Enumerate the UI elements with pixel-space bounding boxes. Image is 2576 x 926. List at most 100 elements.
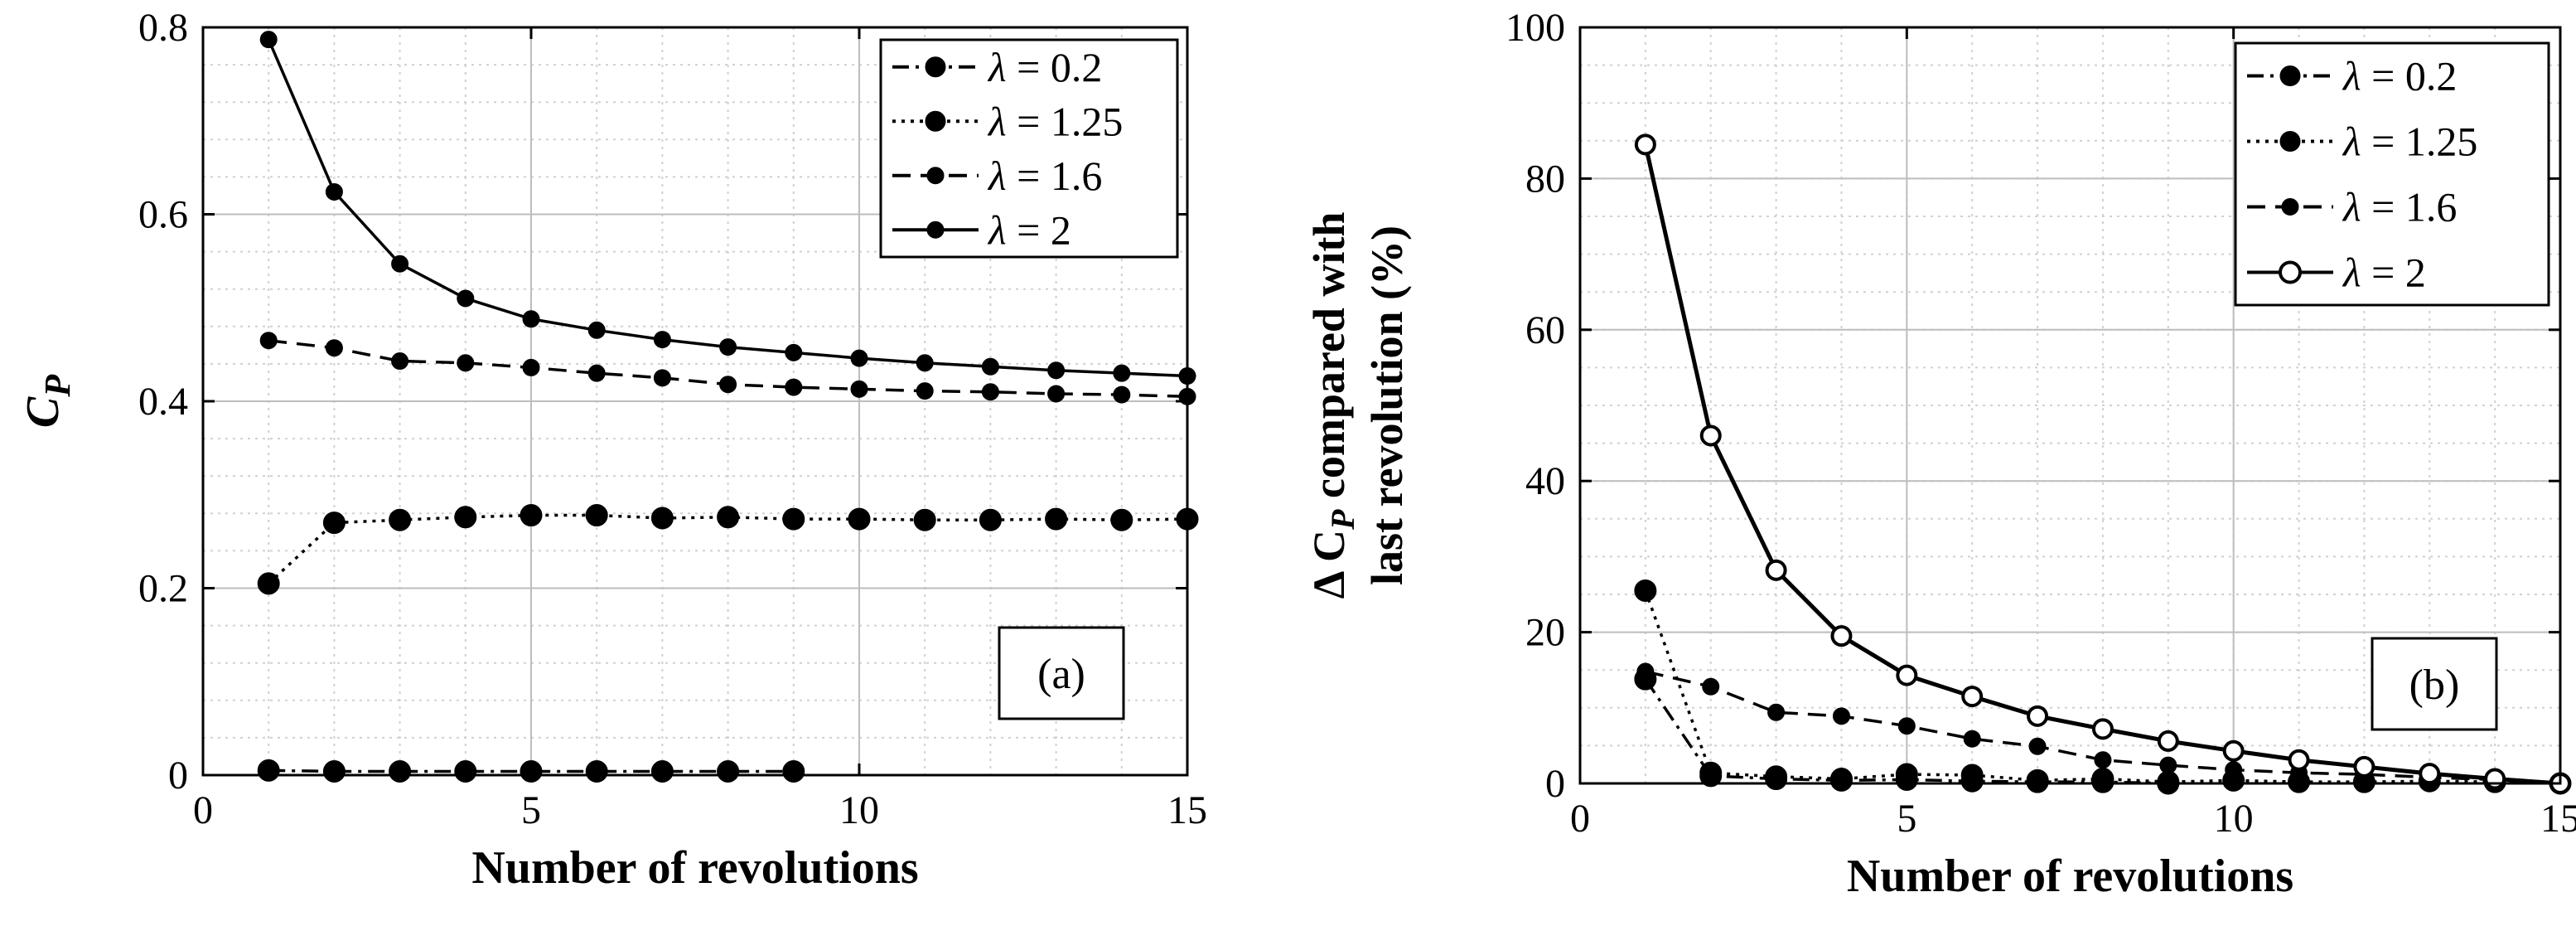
legend-label-2: λ = 1.6 (987, 153, 1102, 199)
legend-lambda: λ (987, 44, 1007, 90)
data-point-s3-12 (2419, 763, 2441, 785)
y-tick-label: 40 (1525, 459, 1565, 503)
legend-label-2: λ = 1.6 (2342, 184, 2457, 230)
y-tick-label: 0.2 (138, 567, 188, 611)
legend-lambda: λ (2342, 250, 2361, 296)
data-point-s1-2 (1765, 765, 1788, 788)
legend-lambda: λ (2342, 53, 2361, 99)
data-point-s2-3 (457, 354, 475, 372)
data-point-s2-11 (981, 383, 999, 401)
legend-value: = 1.6 (1007, 153, 1103, 199)
legend-value: = 2 (2361, 250, 2426, 296)
y-tick-label: 0.6 (138, 193, 188, 237)
data-point-s3-1 (325, 182, 343, 201)
legend-marker-0 (2279, 65, 2301, 86)
x-tick-label: 15 (2540, 797, 2576, 841)
x-axis-label: Number of revolutions (471, 842, 918, 894)
data-point-s2-1 (325, 339, 343, 357)
data-point-s0-6 (650, 759, 674, 783)
data-point-s3-3 (457, 289, 475, 308)
data-point-s3-13 (2484, 768, 2506, 790)
data-point-s3-10 (916, 354, 934, 372)
legend-value: = 1.25 (2361, 119, 2478, 165)
panel-tag-label: (b) (2409, 662, 2460, 709)
data-point-s1-7 (2091, 768, 2114, 791)
x-tick-label: 5 (1897, 797, 1916, 841)
data-point-s0-1 (322, 759, 346, 783)
data-point-s3-9 (850, 349, 868, 367)
x-axis-label: Number of revolutions (1847, 851, 2293, 902)
data-point-s1-12 (1045, 507, 1068, 531)
data-point-s2-6 (653, 369, 671, 387)
data-point-s0-2 (389, 759, 412, 783)
legend-marker-2 (2281, 198, 2299, 216)
data-point-s1-0 (1634, 579, 1657, 602)
data-point-s3-6 (653, 331, 671, 349)
legend-value: = 1.25 (1007, 98, 1124, 144)
legend-marker-3 (2279, 260, 2302, 284)
legend-value: = 0.2 (1007, 44, 1103, 90)
y-axis-label-suffix: compared with (1304, 212, 1354, 510)
y-axis-label-main: C (17, 396, 69, 428)
x-tick-label: 10 (2214, 797, 2254, 841)
data-point-s0-8 (782, 759, 805, 783)
data-point-s1-8 (782, 507, 805, 531)
data-point-s3-13 (1113, 364, 1131, 382)
data-point-s2-5 (587, 364, 606, 382)
data-point-s1-9 (848, 507, 871, 531)
data-point-s3-0 (259, 31, 278, 49)
panel-tag-box (998, 626, 1125, 720)
x-tick-label: 15 (1167, 788, 1207, 832)
legend-label-0: λ = 0.2 (987, 44, 1102, 90)
data-point-s3-8 (785, 343, 803, 361)
data-point-s0-0 (257, 759, 280, 782)
data-point-s1-8 (2157, 770, 2180, 793)
x-tick-label: 10 (839, 788, 879, 832)
x-tick-label: 0 (1570, 797, 1590, 841)
legend-label-1: λ = 1.25 (987, 98, 1123, 144)
data-point-s3-4 (1896, 664, 1918, 686)
data-point-s2-8 (785, 378, 803, 396)
legend-marker-1 (2279, 131, 2301, 152)
data-point-s2-3 (1832, 707, 1850, 725)
panel-tag-box (2371, 637, 2498, 731)
data-point-s1-11 (979, 508, 1002, 531)
legend-label-1: λ = 1.25 (2342, 119, 2477, 165)
panel-b-chart: 0 5 10 15 0 20 40 60 80 100 Number of revolutions Δ… (1304, 6, 2576, 902)
data-point-s1-0 (257, 572, 280, 595)
data-point-s3-11 (2353, 755, 2375, 778)
data-point-s2-4 (1897, 717, 1916, 735)
y-axis-label-line1: Δ CP compared with (1304, 212, 1361, 599)
data-point-s1-5 (585, 504, 608, 527)
data-point-s3-3 (1830, 625, 1853, 647)
legend-value: = 2 (1007, 206, 1071, 253)
data-point-s2-0 (259, 332, 278, 350)
data-point-s3-11 (981, 357, 999, 376)
legend-label-3: λ = 2 (2342, 250, 2426, 296)
data-point-s3-7 (719, 338, 737, 356)
data-point-s2-5 (1963, 730, 1981, 748)
panel-a-chart: 0 5 10 15 0 0.2 0.4 0.6 0.8 Number of revolutions… (17, 6, 1207, 894)
data-point-s0-7 (717, 759, 740, 783)
panel-tag-label: (a) (1037, 651, 1085, 698)
data-point-s1-3 (454, 506, 477, 529)
data-point-s1-6 (650, 507, 674, 530)
legend-lambda: λ (2342, 184, 2361, 230)
y-tick-label: 0 (1545, 762, 1565, 806)
data-point-s3-10 (2288, 749, 2310, 771)
legend-label-3: λ = 2 (987, 206, 1071, 253)
data-point-s2-8 (2159, 756, 2177, 774)
series-line-0 (268, 768, 794, 773)
y-tick-label: 80 (1525, 157, 1565, 201)
data-point-s2-13 (1113, 385, 1131, 404)
axes-frame (1578, 26, 2562, 785)
data-point-s2-9 (850, 380, 868, 398)
data-point-s3-4 (522, 310, 540, 328)
y-tick-label: 0.8 (138, 6, 188, 50)
data-point-s1-10 (913, 508, 936, 531)
data-point-s3-9 (2222, 739, 2245, 762)
data-point-s1-7 (717, 506, 740, 529)
x-tick-label: 0 (193, 788, 213, 832)
legend-value: = 1.6 (2361, 184, 2458, 230)
